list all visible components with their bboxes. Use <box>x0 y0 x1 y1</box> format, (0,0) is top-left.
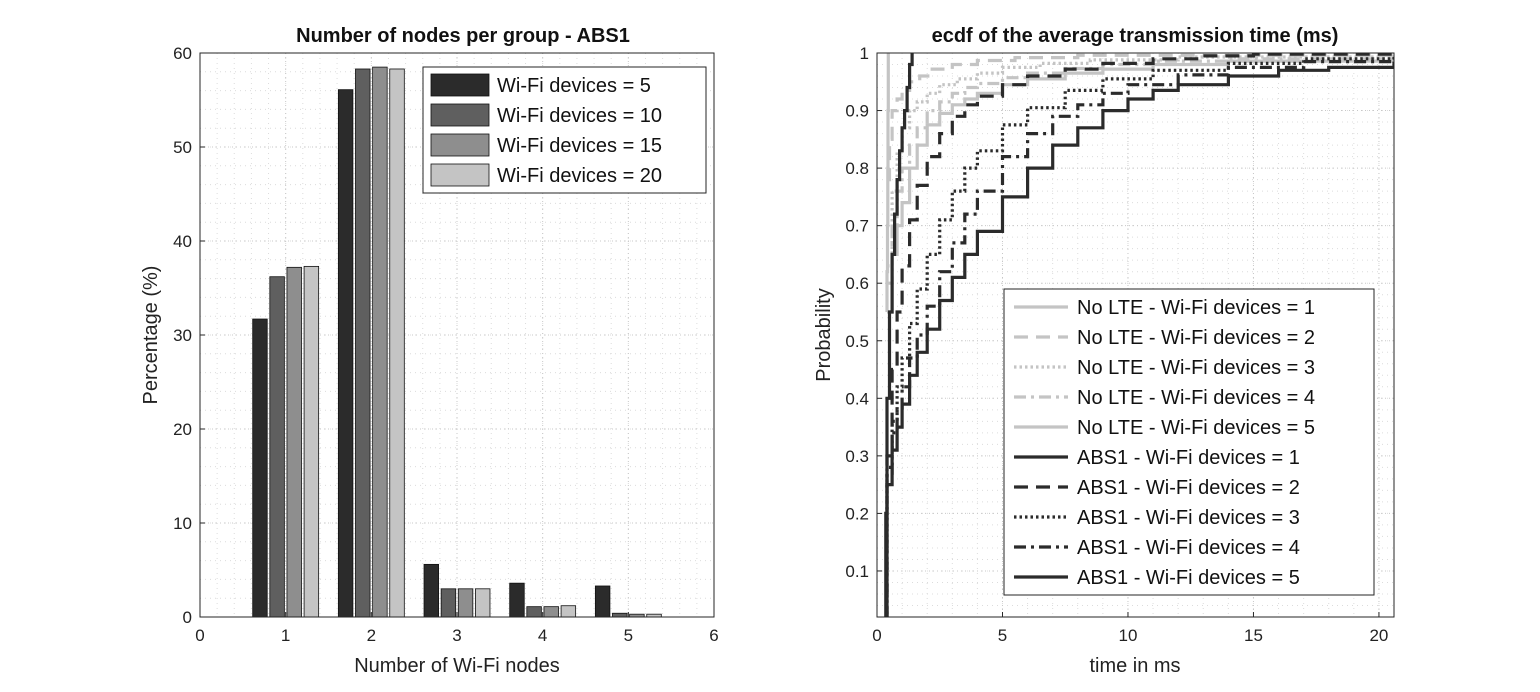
ecdf-legend-label: No LTE - Wi-Fi devices = 5 <box>1077 417 1315 439</box>
ecdf-series-line <box>884 61 1394 617</box>
ecdf-series-line <box>887 57 1394 314</box>
ecdf-xtick-label: 5 <box>998 626 1007 645</box>
ecdf-xtick-label: 0 <box>872 626 881 645</box>
bar-chart-legend: Wi-Fi devices = 5 Wi-Fi devices = 10 Wi-Fi… <box>422 66 707 194</box>
ecdf-series-line <box>887 53 1394 182</box>
ecdf-legend-label: ABS1 - Wi-Fi devices = 3 <box>1077 507 1300 529</box>
bar-legend-swatch <box>430 163 490 187</box>
bar-chart-ylabel: Percentage (%) <box>140 266 162 405</box>
bar <box>355 68 371 618</box>
ecdf-legend-label: ABS1 - Wi-Fi devices = 5 <box>1077 567 1300 589</box>
bar <box>372 66 388 618</box>
bar-legend-swatch <box>430 73 490 97</box>
bar-legend-label: Wi-Fi devices = 15 <box>497 135 662 157</box>
bar-legend-swatch <box>430 103 490 127</box>
bar <box>594 585 611 618</box>
ecdf-xtick-label: 15 <box>1244 626 1263 645</box>
bar <box>526 606 542 618</box>
bar-xtick-label: 0 <box>195 626 204 645</box>
bar-chart-bars <box>252 66 662 618</box>
bar <box>560 605 577 618</box>
ecdf-ytick-label: 0.8 <box>845 159 869 178</box>
bar <box>509 582 525 618</box>
ecdf-xtick-label: 10 <box>1119 626 1138 645</box>
ecdf-series-line <box>887 55 1394 285</box>
ecdf-legend-label: ABS1 - Wi-Fi devices = 1 <box>1077 447 1300 469</box>
bar <box>303 265 320 618</box>
bar-legend-label: Wi-Fi devices = 5 <box>497 75 651 97</box>
bar-ytick-label: 50 <box>173 138 192 157</box>
ecdf-ytick-label: 0.9 <box>845 102 869 121</box>
ecdf-legend-label: No LTE - Wi-Fi devices = 3 <box>1077 357 1315 379</box>
ecdf-ytick-label: 0.2 <box>845 504 869 523</box>
ecdf-legend-label: ABS1 - Wi-Fi devices = 4 <box>1077 537 1300 559</box>
bar <box>389 68 405 618</box>
bar-xtick-label: 5 <box>624 626 633 645</box>
bar <box>457 588 474 618</box>
bar <box>475 588 491 618</box>
ecdf-series-line <box>885 53 890 312</box>
bar-legend-label: Wi-Fi devices = 20 <box>497 165 662 187</box>
ecdf-ytick-label: 0.4 <box>845 389 869 408</box>
ecdf-ytick-label: 0.7 <box>845 217 869 236</box>
bar-xtick-label: 3 <box>452 626 461 645</box>
ecdf-chart-ylabel: Probability <box>813 288 835 381</box>
ecdf-chart-series <box>884 53 1394 617</box>
bar <box>440 588 457 618</box>
ecdf-xtick-label: 20 <box>1369 626 1388 645</box>
bar-legend-swatch <box>430 133 490 157</box>
ecdf-legend-label: No LTE - Wi-Fi devices = 4 <box>1077 387 1315 409</box>
ecdf-legend-label: No LTE - Wi-Fi devices = 1 <box>1077 297 1315 319</box>
bar-xtick-label: 2 <box>367 626 376 645</box>
bar-axes-box <box>199 52 715 618</box>
bar-ytick-label: 40 <box>173 232 192 251</box>
bar-ytick-label: 30 <box>173 326 192 345</box>
bar <box>269 276 285 618</box>
bar-ytick-label: 0 <box>183 608 192 627</box>
bar <box>286 266 302 618</box>
bar <box>252 318 268 618</box>
ecdf-ytick-label: 0.5 <box>845 332 869 351</box>
ecdf-series-line <box>884 53 1394 617</box>
bar <box>423 563 439 618</box>
bar-ytick-label: 60 <box>173 44 192 63</box>
ecdf-chart-legend: No LTE - Wi-Fi devices = 1 No LTE - Wi-Fi… <box>1003 288 1375 596</box>
bar-xtick-label: 4 <box>538 626 547 645</box>
ecdf-legend-label: ABS1 - Wi-Fi devices = 2 <box>1077 477 1300 499</box>
ecdf-series-line <box>884 55 1394 617</box>
bar-xtick-label: 6 <box>709 626 718 645</box>
bar-chart-title: Number of nodes per group - ABS1 <box>296 25 630 47</box>
ecdf-axes-box <box>876 52 1395 618</box>
ecdf-ytick-label: 0.6 <box>845 274 869 293</box>
bar <box>612 612 628 618</box>
bar-legend-label: Wi-Fi devices = 10 <box>497 105 662 127</box>
bar-chart-xlabel: Number of Wi-Fi nodes <box>354 655 560 677</box>
ecdf-chart-axes: 0 5 10 15 20 0.1 0.2 0.3 0.4 0.5 0.6 0.7 0.8 0.9 1 <box>845 44 1395 645</box>
ecdf-ytick-label: 1 <box>860 44 869 63</box>
ecdf-ytick-label: 0.3 <box>845 447 869 466</box>
bar <box>337 89 354 618</box>
bar-ytick-label: 10 <box>173 514 192 533</box>
ecdf-chart: 0 5 10 15 20 0.1 0.2 0.3 0.4 0.5 0.6 0.7 0.8 0.9 1 ecd… <box>813 25 1395 677</box>
bar-xtick-label: 1 <box>281 626 290 645</box>
ecdf-chart-title: ecdf of the average transmission time (m… <box>932 25 1339 47</box>
bar-ytick-label: 20 <box>173 420 192 439</box>
ecdf-legend-label: No LTE - Wi-Fi devices = 2 <box>1077 327 1315 349</box>
ecdf-legend-box <box>1003 288 1375 596</box>
bar <box>543 606 559 618</box>
ecdf-chart-xlabel: time in ms <box>1089 655 1180 677</box>
ecdf-series-line <box>884 53 914 617</box>
ecdf-ytick-label: 0.1 <box>845 562 869 581</box>
